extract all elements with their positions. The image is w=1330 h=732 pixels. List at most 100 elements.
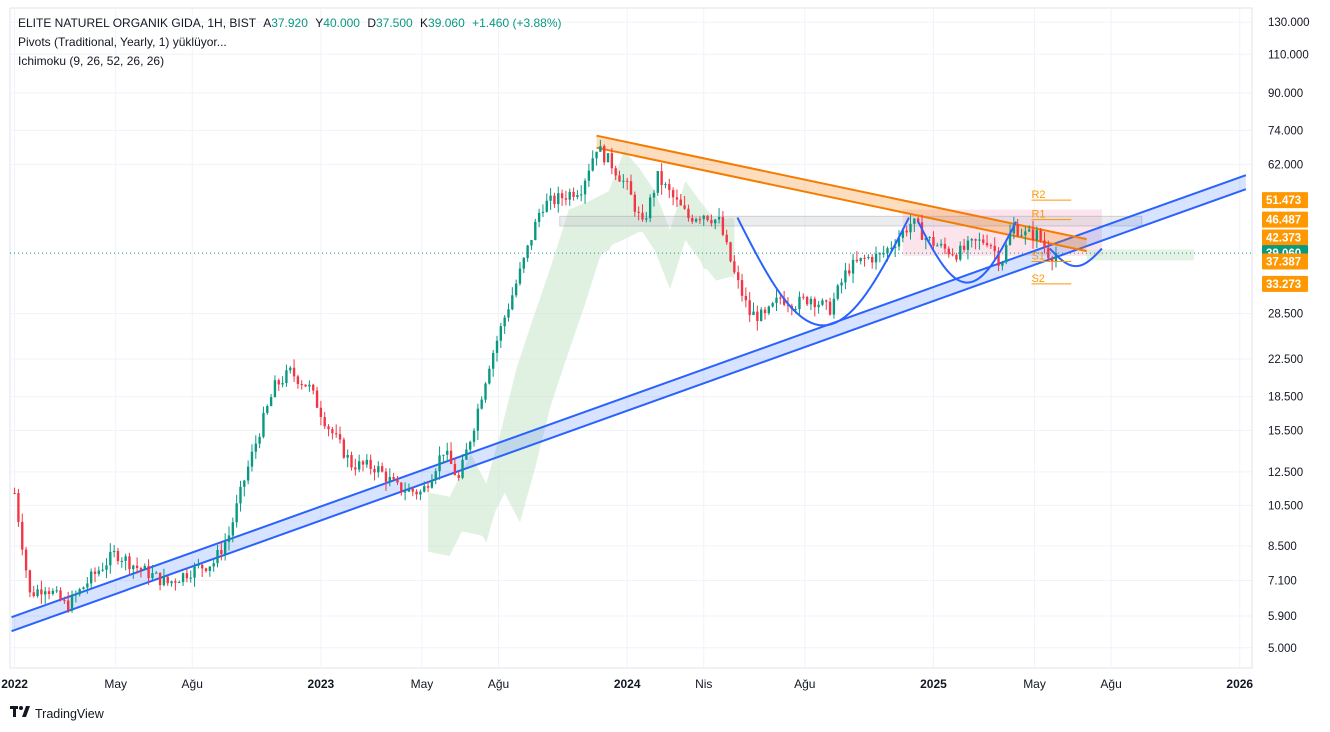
candle-down <box>384 471 388 482</box>
candle-up <box>580 194 583 196</box>
candle-down <box>392 477 395 480</box>
x-tick-label: Ağu <box>1100 677 1121 691</box>
candle-up <box>36 589 39 597</box>
candle-down <box>327 426 330 430</box>
candle-down <box>204 568 208 571</box>
candle-down <box>277 380 280 385</box>
candle-up <box>587 170 591 181</box>
candle-down <box>319 407 323 418</box>
candle-down <box>763 309 767 314</box>
candle-down <box>139 567 143 570</box>
candle-up <box>901 230 905 238</box>
candle-down <box>614 168 617 176</box>
support-channel-fill <box>11 175 1246 632</box>
candle-up <box>266 406 269 413</box>
y-tick-label: 74.000 <box>1268 125 1303 137</box>
candle-up <box>419 491 422 495</box>
candle-down <box>457 474 460 478</box>
candle-up <box>109 551 112 566</box>
candle-up <box>484 383 487 400</box>
candle-down <box>426 486 430 488</box>
candle-up <box>545 200 548 212</box>
candle-up <box>258 436 261 444</box>
candle-up <box>346 455 349 458</box>
price-badge <box>1262 211 1308 228</box>
y-tick-label: 5.000 <box>1268 643 1297 655</box>
candle-up <box>867 257 870 259</box>
candle-down <box>955 255 958 260</box>
candle-down <box>729 242 732 262</box>
brand-footer[interactable]: TradingView <box>10 706 104 721</box>
candle-down <box>863 257 866 259</box>
candle-down <box>905 230 908 233</box>
candle-down <box>560 193 564 199</box>
candle-down <box>993 245 996 252</box>
candle-up <box>909 223 912 233</box>
candle-up <box>518 268 522 284</box>
candle-up <box>1024 231 1027 236</box>
candle-down <box>932 237 935 246</box>
candle-up <box>717 217 721 220</box>
candle-down <box>629 181 633 195</box>
price-badge-label: 33.273 <box>1266 279 1301 291</box>
candle-up <box>193 565 196 578</box>
candle-down <box>828 301 832 315</box>
candle-up <box>936 245 939 247</box>
candle-up <box>262 412 265 437</box>
candle-up <box>162 576 166 586</box>
close-label: K <box>420 16 429 30</box>
x-tick-label: 2023 <box>308 677 335 691</box>
candle-down <box>572 191 575 197</box>
candle-up <box>178 582 181 584</box>
candle-down <box>633 194 637 212</box>
candle-up <box>243 480 246 487</box>
pivot-label: S1 <box>1031 250 1044 262</box>
candle-up <box>89 571 93 584</box>
candle-up <box>227 535 231 542</box>
candle-up <box>74 594 78 596</box>
candle-up <box>514 283 518 296</box>
x-tick-label: 2025 <box>920 677 947 691</box>
candle-down <box>671 190 675 198</box>
candle-up <box>308 384 311 387</box>
candle-down <box>848 270 851 274</box>
candle-up <box>105 565 108 570</box>
indicator-pivots[interactable]: Pivots (Traditional, Yearly, 1) yüklüyor… <box>18 35 227 49</box>
candle-up <box>1012 224 1016 234</box>
candle-up <box>189 577 192 579</box>
candle-down <box>350 455 353 468</box>
candle-up <box>878 253 882 255</box>
pivot-label: S2 <box>1031 273 1044 285</box>
candle-down <box>63 599 66 601</box>
candle-up <box>606 153 610 163</box>
candle-down <box>220 549 223 554</box>
candle-down <box>449 450 453 464</box>
candle-down <box>380 466 384 472</box>
candle-down <box>947 248 950 255</box>
candle-up <box>438 455 441 472</box>
candle-down <box>951 254 954 256</box>
candle-down <box>710 220 713 224</box>
candle-down <box>974 239 977 241</box>
tradingview-logo-icon <box>10 706 30 721</box>
candle-up <box>645 218 648 220</box>
candle-up <box>507 309 510 318</box>
candle-up <box>882 253 885 255</box>
indicator-ichimoku[interactable]: Ichimoku (9, 26, 52, 26, 26) <box>18 54 165 68</box>
candle-up <box>886 248 889 254</box>
candle-up <box>851 259 855 274</box>
candle-up <box>112 550 116 552</box>
candle-up <box>120 560 123 562</box>
candle-up <box>1035 230 1039 241</box>
candle-down <box>304 384 307 387</box>
candle-up <box>511 295 514 310</box>
candle-down <box>553 195 556 205</box>
candle-down <box>13 492 16 494</box>
candle-up <box>442 454 445 456</box>
pivot-label: R1 <box>1031 209 1045 221</box>
y-tick-label: 130.000 <box>1268 17 1310 29</box>
y-tick-label: 110.000 <box>1268 49 1309 61</box>
candle-up <box>55 590 58 592</box>
y-tick-label: 12.500 <box>1268 467 1303 479</box>
